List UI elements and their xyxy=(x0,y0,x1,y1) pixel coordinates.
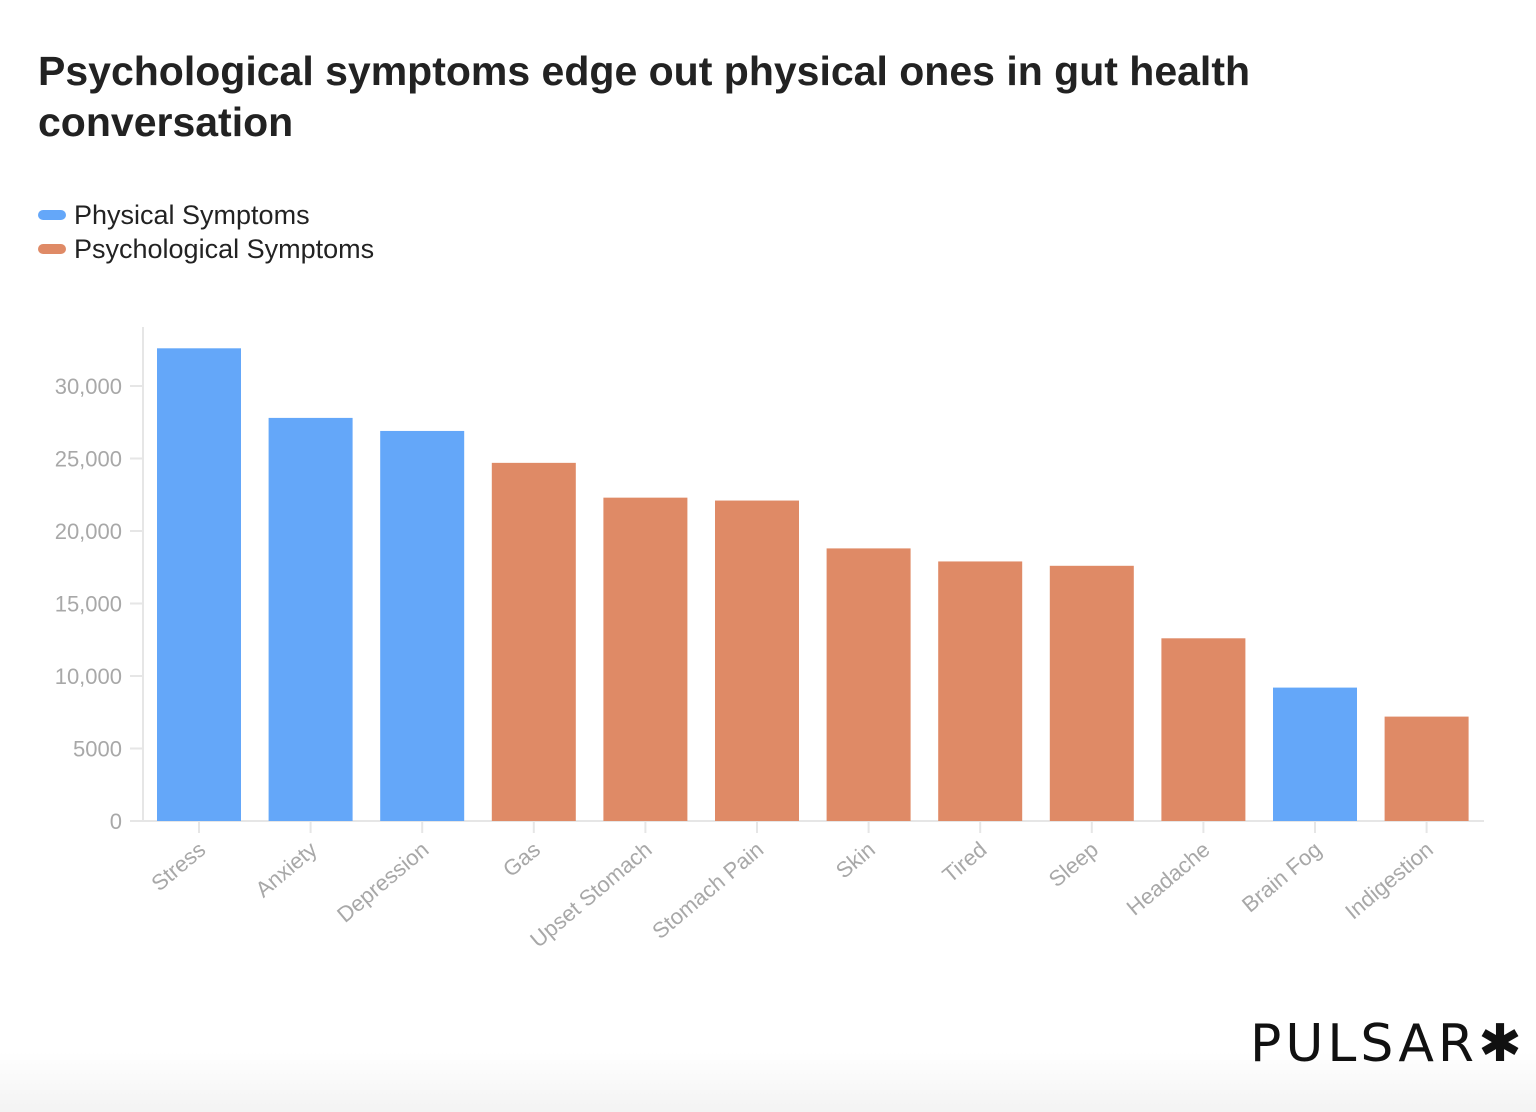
x-tick-label: Stress xyxy=(146,837,210,896)
bar-depression xyxy=(380,430,465,821)
y-tick-label: 0 xyxy=(110,809,122,834)
bar-tired xyxy=(938,561,1023,821)
y-tick-label: 30,000 xyxy=(55,374,122,399)
legend-swatch-psychological xyxy=(38,244,66,254)
x-tick-label: Tired xyxy=(938,837,992,888)
y-tick-label: 15,000 xyxy=(55,592,122,617)
chart-title: Psychological symptoms edge out physical… xyxy=(38,48,1251,145)
legend: Physical Symptoms Psychological Symptoms xyxy=(38,198,374,266)
x-tick-label: Upset Stomach xyxy=(525,837,656,953)
bar-sleep xyxy=(1049,565,1134,821)
x-tick-label: Depression xyxy=(332,837,433,928)
x-tick-label: Indigestion xyxy=(1340,837,1438,925)
bar-brain-fog xyxy=(1273,687,1357,821)
x-tick-label: Headache xyxy=(1122,837,1215,921)
bar-gas xyxy=(491,462,576,821)
bar-stomach-pain xyxy=(715,500,799,821)
bar-anxiety xyxy=(268,417,353,821)
bar-upset-stomach xyxy=(603,497,688,821)
bar-indigestion xyxy=(1384,716,1469,821)
x-tick-label: Brain Fog xyxy=(1237,837,1326,917)
legend-item-physical: Physical Symptoms xyxy=(38,198,374,232)
pulsar-logo: PULSAR✱ xyxy=(1250,1014,1526,1074)
legend-label-physical: Physical Symptoms xyxy=(74,199,310,230)
legend-label-psychological: Psychological Symptoms xyxy=(74,233,375,264)
legend-swatch-physical xyxy=(38,210,66,220)
x-tick-label: Sleep xyxy=(1044,837,1103,892)
x-tick-label: Gas xyxy=(498,837,545,882)
y-tick-label: 5000 xyxy=(73,737,122,762)
y-tick-label: 20,000 xyxy=(55,519,122,544)
bar-skin xyxy=(826,548,911,821)
y-tick-label: 10,000 xyxy=(55,664,122,689)
bottom-fade xyxy=(0,1052,1536,1112)
x-tick-label: Anxiety xyxy=(250,837,321,903)
legend-item-psychological: Psychological Symptoms xyxy=(38,232,374,266)
bar-headache xyxy=(1161,638,1246,821)
y-tick-label: 25,000 xyxy=(55,447,122,472)
x-tick-label: Stomach Pain xyxy=(647,837,768,944)
x-tick-label: Skin xyxy=(831,837,880,884)
bar-stress xyxy=(157,348,241,821)
